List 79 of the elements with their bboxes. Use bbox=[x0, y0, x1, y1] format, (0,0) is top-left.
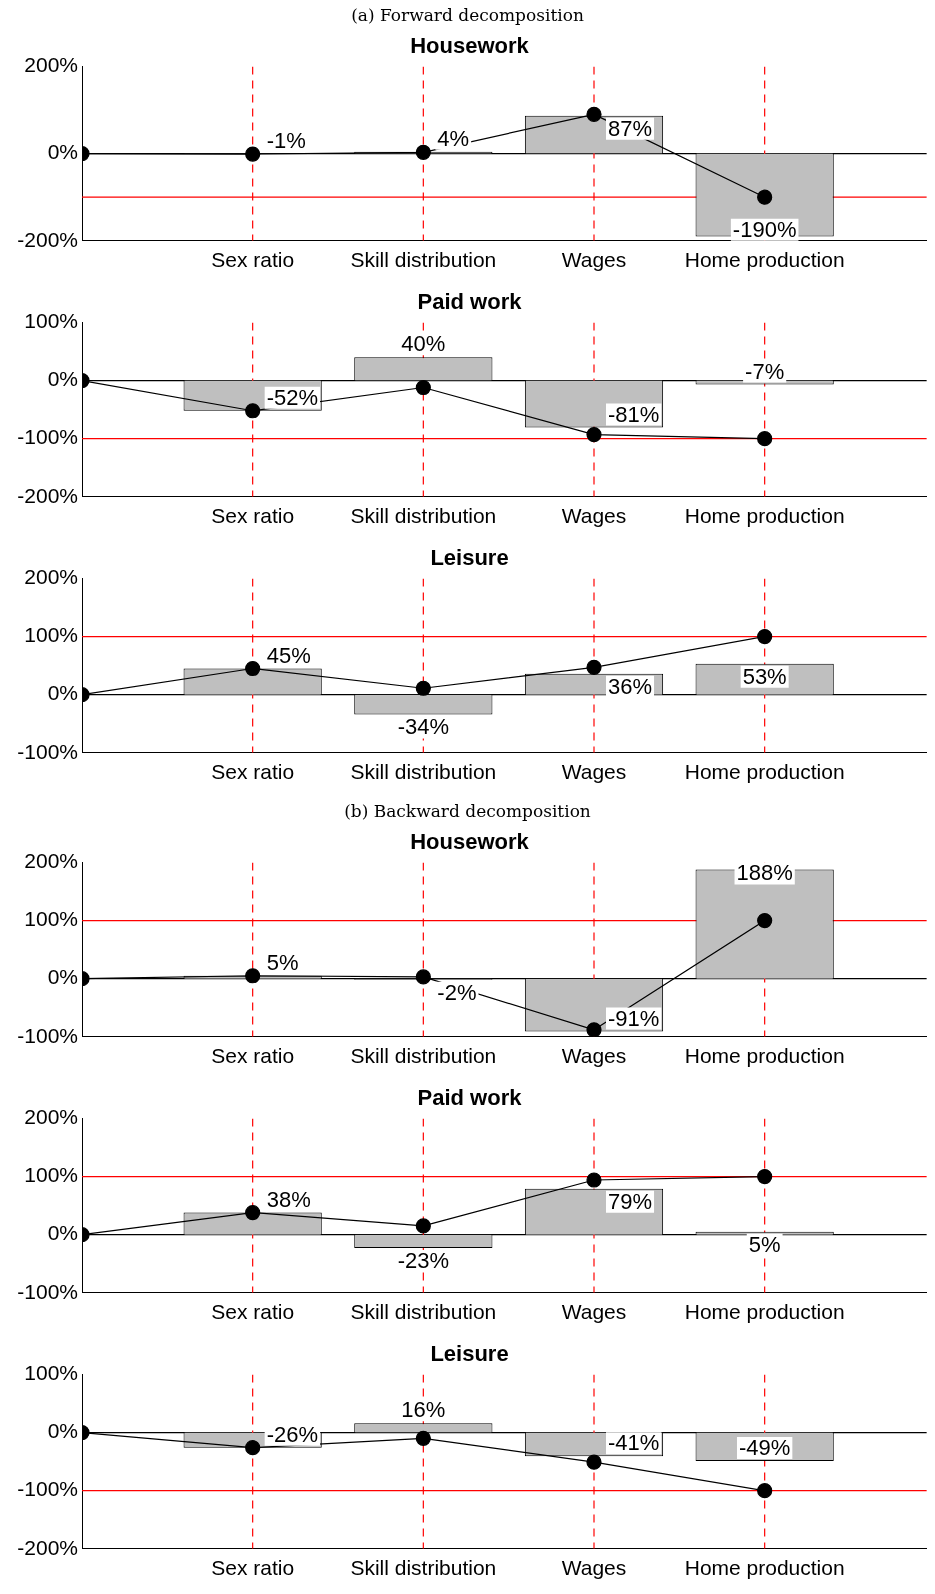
x-tick-label: Wages bbox=[561, 760, 627, 784]
data-label: -41% bbox=[608, 1430, 660, 1456]
x-tick-label: Skill distribution bbox=[350, 1044, 497, 1068]
x-tick-label: Skill distribution bbox=[350, 760, 497, 784]
data-label: -49% bbox=[738, 1435, 791, 1461]
data-label: -7% bbox=[745, 358, 785, 384]
y-tick-label: 100% bbox=[24, 309, 78, 333]
data-label: -1% bbox=[266, 128, 306, 154]
y-tick-label: 0% bbox=[47, 965, 78, 989]
data-label: -23% bbox=[397, 1248, 450, 1274]
chart-title: Paid work bbox=[417, 1085, 523, 1111]
x-tick-label: Wages bbox=[561, 1044, 627, 1068]
x-tick-label: Home production bbox=[684, 1556, 845, 1580]
x-tick-label: Sex ratio bbox=[211, 1556, 295, 1580]
x-tick-label: Home production bbox=[684, 1044, 845, 1068]
data-label: 5% bbox=[748, 1231, 781, 1257]
x-tick-label: Sex ratio bbox=[211, 760, 295, 784]
y-tick-label: 100% bbox=[24, 907, 78, 931]
y-tick-label: 200% bbox=[24, 1105, 78, 1129]
data-label: -81% bbox=[608, 401, 660, 427]
x-tick-label: Sex ratio bbox=[211, 248, 295, 272]
y-tick-label: -100% bbox=[17, 1279, 78, 1303]
data-label: 53% bbox=[742, 663, 787, 689]
x-tick-label: Home production bbox=[684, 248, 845, 272]
y-tick-label: 0% bbox=[47, 367, 78, 391]
x-tick-label: Skill distribution bbox=[350, 1556, 497, 1580]
x-tick-label: Sex ratio bbox=[211, 1044, 295, 1068]
data-label: 87% bbox=[607, 115, 653, 141]
y-tick-label: 0% bbox=[47, 140, 78, 164]
y-tick-label: 0% bbox=[47, 1221, 78, 1245]
x-tick-label: Wages bbox=[561, 1300, 627, 1324]
y-tick-label: -100% bbox=[17, 1023, 78, 1047]
x-tick-label: Wages bbox=[561, 504, 627, 528]
y-tick-label: 100% bbox=[24, 1163, 78, 1187]
chart-title: Housework bbox=[410, 33, 530, 59]
x-tick-label: Skill distribution bbox=[350, 248, 497, 272]
data-label: 79% bbox=[607, 1188, 653, 1214]
chart-title: Leisure bbox=[430, 1341, 509, 1367]
y-tick-label: 100% bbox=[24, 1361, 78, 1385]
x-tick-label: Home production bbox=[684, 504, 845, 528]
data-label: -26% bbox=[266, 1421, 319, 1447]
data-label: -190% bbox=[732, 216, 797, 242]
y-tick-label: -100% bbox=[17, 1477, 78, 1501]
chart-title: Housework bbox=[410, 829, 530, 855]
y-tick-label: -200% bbox=[17, 1535, 78, 1559]
y-tick-label: 100% bbox=[24, 623, 78, 647]
x-tick-label: Home production bbox=[684, 760, 845, 784]
y-tick-label: 200% bbox=[24, 565, 78, 589]
x-tick-label: Skill distribution bbox=[350, 1300, 497, 1324]
x-tick-label: Sex ratio bbox=[211, 504, 295, 528]
data-label: 38% bbox=[266, 1186, 311, 1212]
x-tick-label: Sex ratio bbox=[211, 1300, 295, 1324]
x-tick-label: Wages bbox=[561, 1556, 627, 1580]
chart-title: Leisure bbox=[430, 545, 509, 571]
y-tick-label: 200% bbox=[24, 849, 78, 873]
data-label: -91% bbox=[608, 1005, 660, 1031]
data-label: -52% bbox=[266, 384, 319, 410]
data-label: 188% bbox=[736, 860, 793, 886]
y-tick-label: -100% bbox=[17, 739, 78, 763]
data-label: 45% bbox=[266, 642, 311, 668]
data-label: 36% bbox=[607, 673, 653, 699]
y-tick-label: -200% bbox=[17, 483, 78, 507]
data-label: 5% bbox=[266, 949, 299, 975]
y-tick-label: 0% bbox=[47, 681, 78, 705]
text: (a) Forward decomposition bbox=[350, 4, 585, 27]
text: (b) Backward decomposition bbox=[343, 800, 592, 823]
data-label: 16% bbox=[401, 1397, 446, 1423]
y-tick-label: -200% bbox=[17, 227, 78, 251]
x-tick-label: Home production bbox=[684, 1300, 845, 1324]
data-label: 4% bbox=[437, 125, 470, 151]
x-tick-label: Skill distribution bbox=[350, 504, 497, 528]
data-label: -34% bbox=[397, 714, 450, 740]
y-tick-label: -100% bbox=[17, 425, 78, 449]
x-tick-label: Wages bbox=[561, 248, 627, 272]
data-label: 40% bbox=[401, 331, 446, 357]
y-tick-label: 200% bbox=[24, 53, 78, 77]
y-tick-label: 0% bbox=[47, 1419, 78, 1443]
chart-title: Paid work bbox=[417, 289, 523, 315]
data-label: -2% bbox=[437, 979, 477, 1005]
